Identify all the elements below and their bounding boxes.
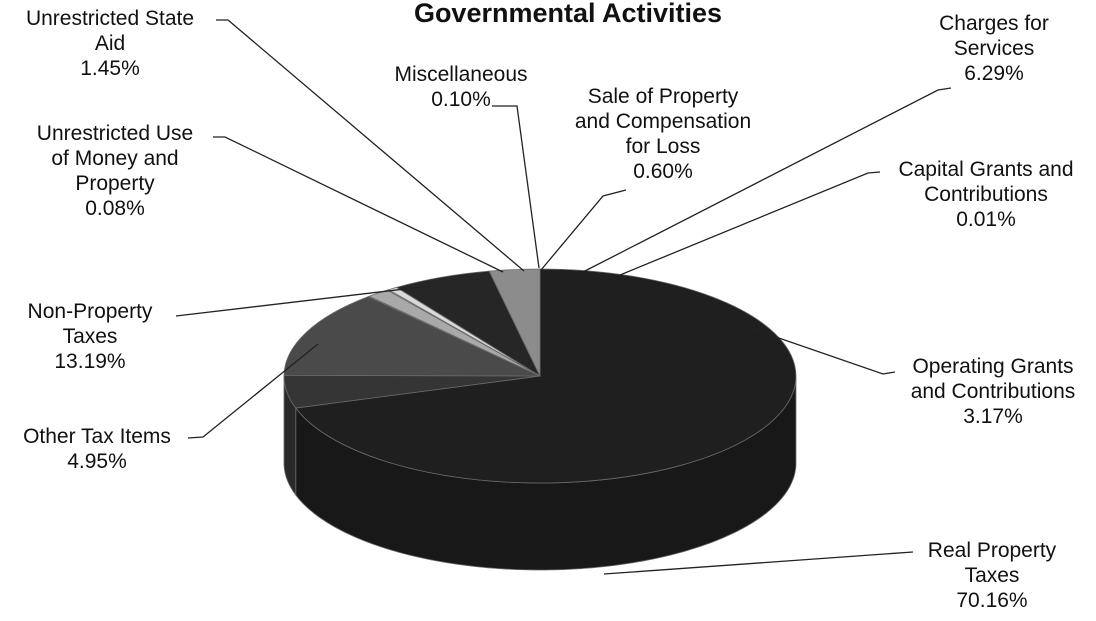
slice-name-label: Charges for	[939, 12, 1049, 35]
slice-name-label: Capital Grants and	[898, 158, 1073, 181]
slice-name-label: Taxes	[965, 564, 1020, 587]
slice-name-label: Real Property	[928, 539, 1057, 562]
leader-line	[540, 189, 627, 271]
leader-line	[216, 19, 525, 272]
pie-slice-2	[283, 296, 541, 377]
slice-percent-label: 70.16%	[956, 589, 1027, 612]
slice-name-label: Miscellaneous	[394, 63, 527, 86]
slice-name-label: Aid	[95, 32, 125, 55]
leader-line	[619, 171, 881, 276]
slice-percent-label: 4.95%	[67, 450, 127, 473]
slice-name-label: Services	[954, 37, 1035, 60]
slice-percent-label: 6.29%	[964, 62, 1024, 85]
slice-name-label: Operating Grants	[912, 355, 1073, 378]
slice-name-label: of Money and	[51, 147, 178, 170]
pie-slice-9	[488, 268, 541, 377]
slice-percent-label: 3.17%	[963, 405, 1023, 428]
slice-name-label: and Contributions	[911, 380, 1076, 403]
slice-name-label: Property	[75, 172, 155, 195]
leader-line	[743, 325, 896, 375]
slice-name-label: Unrestricted State	[26, 7, 194, 30]
leader-line	[213, 136, 504, 273]
slice-percent-label: 0.01%	[956, 208, 1016, 231]
slice-percent-label: 1.45%	[80, 57, 140, 80]
slice-percent-label: 0.08%	[85, 197, 145, 220]
chart-title: Governmental Activities	[414, 0, 722, 28]
slice-percent-label: 0.60%	[633, 160, 693, 183]
slice-name-label: Sale of Property	[588, 85, 739, 108]
pie-layer	[283, 268, 797, 571]
leader-line	[492, 105, 540, 269]
slice-percent-label: 13.19%	[54, 350, 125, 373]
slice-name-label: Taxes	[63, 325, 118, 348]
leader-line	[603, 551, 914, 575]
leader-line	[582, 87, 952, 273]
pie-slice-0	[295, 268, 797, 484]
slice-name-label: and Compensation	[575, 110, 751, 133]
slice-percent-label: 0.10%	[431, 88, 491, 111]
slice-name-label: Unrestricted Use	[37, 122, 193, 145]
slice-name-label: Non-Property	[28, 300, 153, 323]
leader-line	[187, 343, 319, 439]
slice-name-label: Other Tax Items	[23, 425, 171, 448]
slice-name-label: Contributions	[924, 183, 1048, 206]
slice-name-label: for Loss	[626, 135, 701, 158]
leader-line	[175, 285, 431, 317]
